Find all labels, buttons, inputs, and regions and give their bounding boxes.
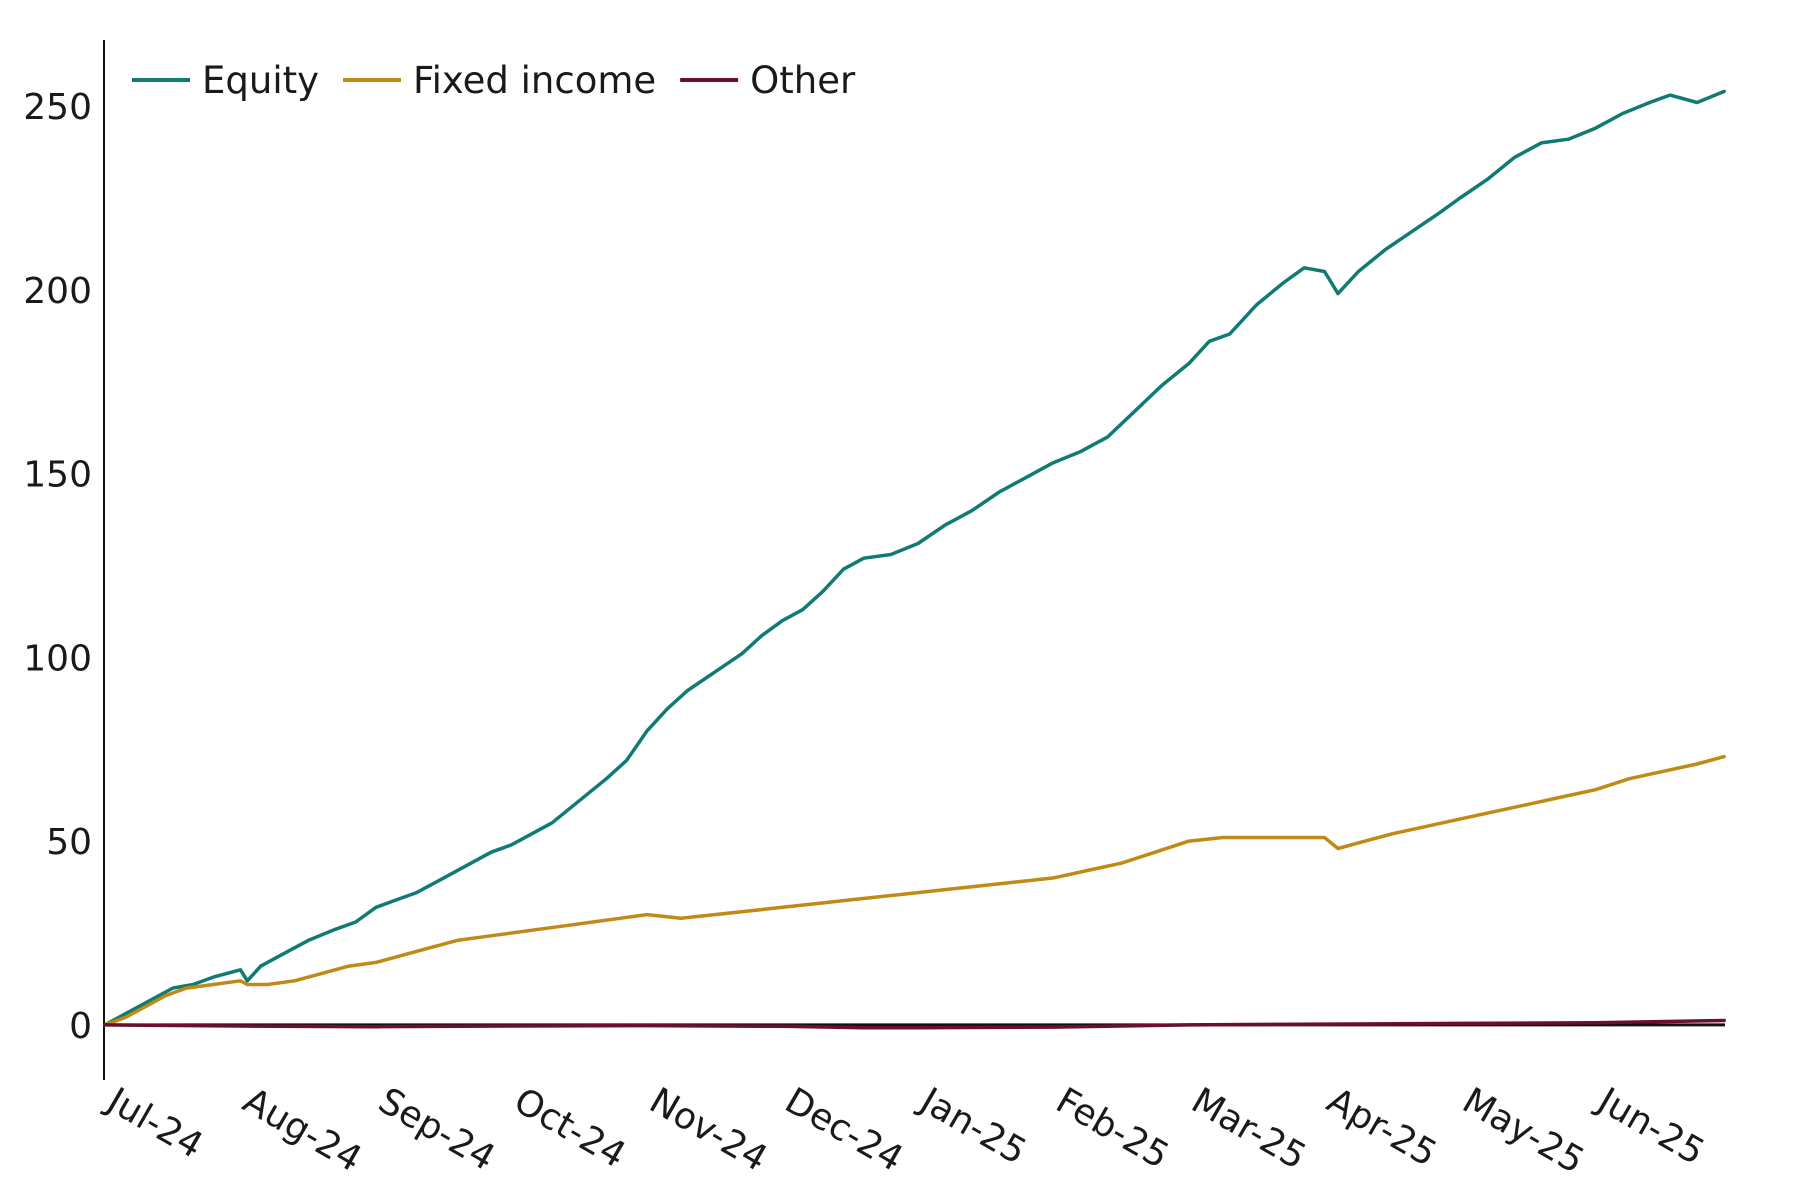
x-tick-label-nov-24: Nov-24 bbox=[643, 1080, 774, 1180]
legend-item-equity: Equity bbox=[132, 59, 319, 102]
legend: Equity Fixed income Other bbox=[132, 59, 856, 102]
series-line-equity bbox=[103, 89, 1726, 1027]
y-tick-label-200: 200 bbox=[23, 271, 92, 312]
series-line-fixed-income bbox=[103, 754, 1726, 1027]
x-tick-label-mar-25: Mar-25 bbox=[1185, 1080, 1313, 1178]
x-tick-label-dec-24: Dec-24 bbox=[778, 1080, 910, 1180]
x-tick-label-jun-25: Jun-25 bbox=[1589, 1079, 1711, 1173]
axes: 0 50 100 150 200 250 Jul-24 Aug-24 Sep-24 Oct-24 N… bbox=[23, 40, 1725, 1182]
y-tick-label-50: 50 bbox=[46, 822, 92, 863]
series-layer bbox=[103, 89, 1726, 1030]
y-tick-label-0: 0 bbox=[69, 1006, 92, 1047]
x-tick-label-apr-25: Apr-25 bbox=[1320, 1080, 1443, 1175]
legend-item-other: Other bbox=[680, 59, 856, 102]
y-tick-label-100: 100 bbox=[23, 638, 92, 679]
x-tick-label-oct-24: Oct-24 bbox=[507, 1080, 632, 1176]
x-tick-label-may-25: May-25 bbox=[1456, 1080, 1591, 1182]
legend-label: Other bbox=[750, 59, 856, 102]
x-tick-label-jan-25: Jan-25 bbox=[912, 1079, 1033, 1173]
x-tick-label-feb-25: Feb-25 bbox=[1049, 1080, 1176, 1177]
legend-label: Fixed income bbox=[413, 59, 656, 102]
legend-label: Equity bbox=[202, 59, 319, 102]
y-tick-label-150: 150 bbox=[23, 455, 92, 496]
y-tick-label-250: 250 bbox=[23, 87, 92, 128]
x-tick-label-jul-24: Jul-24 bbox=[99, 1079, 210, 1167]
x-tick-label-sep-24: Sep-24 bbox=[372, 1080, 502, 1179]
series-line-other bbox=[103, 1018, 1726, 1030]
legend-item-fixed-income: Fixed income bbox=[343, 59, 656, 102]
x-tick-label-aug-24: Aug-24 bbox=[236, 1080, 368, 1180]
